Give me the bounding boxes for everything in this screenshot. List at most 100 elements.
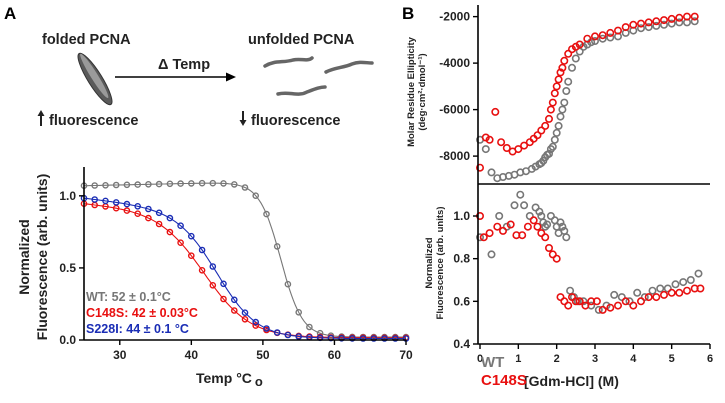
cartoon: folded PCNA unfolded PCNA Δ Temp fluores… bbox=[37, 32, 374, 129]
thermal-ytick-label: 0.0 bbox=[59, 333, 76, 347]
fluor-point-c148s bbox=[629, 301, 638, 310]
cd-point-wt bbox=[659, 20, 668, 29]
fluor-point-wt bbox=[475, 233, 484, 242]
cd-point-c148s bbox=[554, 75, 563, 84]
cd-point-c148s bbox=[571, 42, 580, 51]
thermal-xtick-label: 60 bbox=[328, 348, 342, 362]
fluor-point-wt bbox=[648, 286, 657, 295]
thermal-point-s228i bbox=[187, 232, 195, 240]
thermal-point-wt bbox=[230, 181, 238, 188]
cd-point-c148s bbox=[550, 89, 559, 98]
fluor-ytick-label: 0.4 bbox=[453, 337, 470, 351]
fluor-point-wt bbox=[516, 190, 525, 199]
fluor-point-wt bbox=[686, 275, 695, 284]
fluor-ytick-label: 0.8 bbox=[453, 252, 470, 266]
cd-point-c148s bbox=[636, 19, 645, 28]
fluor-point-c148s bbox=[581, 301, 590, 310]
thermal-ytick-label: 0.5 bbox=[59, 261, 76, 275]
fluor-ytick-label: 1.0 bbox=[453, 209, 470, 223]
thermal-point-wt bbox=[187, 180, 195, 187]
fluor-point-c148s bbox=[485, 229, 494, 238]
fluor-point-wt bbox=[610, 290, 619, 299]
cd-point-wt bbox=[567, 63, 576, 72]
fluor-point-c148s bbox=[675, 288, 684, 297]
fluor-point-wt bbox=[663, 284, 672, 293]
arrow-label: Δ Temp bbox=[158, 57, 210, 73]
fluor-point-wt bbox=[546, 212, 555, 221]
cd-point-c148s bbox=[533, 131, 542, 140]
thermal-point-c148s bbox=[134, 210, 141, 217]
cd-point-c148s bbox=[548, 98, 557, 107]
legend-s228i: S228I: 44 ± 0.1 °C bbox=[86, 322, 189, 336]
legend-c148s: C148S: 42 ± 0.03°C bbox=[86, 306, 198, 320]
thermal-xtick-label: 70 bbox=[399, 348, 413, 362]
thermal-point-s228i bbox=[177, 222, 184, 229]
unfolded-label: unfolded PCNA bbox=[248, 32, 355, 48]
fluor-point-wt bbox=[558, 222, 567, 231]
cd-point-c148s bbox=[659, 16, 668, 25]
thermal-point-c148s bbox=[166, 228, 174, 236]
cd-point-c148s bbox=[629, 20, 638, 29]
cd-point-c148s bbox=[491, 107, 500, 116]
thermal-xtick-label: 40 bbox=[185, 348, 199, 362]
thermal-point-s228i bbox=[102, 197, 109, 205]
cd-point-c148s bbox=[590, 32, 599, 41]
cd-denaturation-chart: -8000 -6000 -4000 -2000 Molar Residue Ellip… bbox=[406, 5, 710, 185]
fluor-point-wt bbox=[694, 269, 703, 278]
thermal-point-wt bbox=[134, 181, 141, 188]
fluor-point-c148s bbox=[552, 254, 561, 263]
fluor-point-c148s bbox=[636, 297, 645, 306]
cd-point-c148s bbox=[497, 138, 506, 147]
thermal-point-wt bbox=[295, 308, 303, 316]
thermal-point-s228i bbox=[166, 214, 174, 222]
thermal-point-s228i bbox=[370, 335, 378, 342]
fluor-xtick-label: 0 bbox=[477, 353, 483, 365]
thermal-point-s228i bbox=[263, 325, 270, 332]
fluor-point-wt bbox=[543, 220, 552, 229]
fluor-point-wt bbox=[556, 218, 565, 227]
cd-point-wt bbox=[571, 54, 580, 63]
cd-point-wt bbox=[544, 149, 553, 158]
fluor-point-c148s bbox=[644, 293, 653, 302]
folded-label: folded PCNA bbox=[42, 32, 131, 48]
thermal-point-s228i bbox=[230, 296, 238, 304]
down-arrow-icon bbox=[239, 111, 247, 126]
thermal-curve-s228i bbox=[83, 197, 406, 340]
thermal-point-s228i bbox=[112, 199, 120, 206]
cd-point-c148s bbox=[514, 145, 523, 154]
cd-point-wt bbox=[550, 135, 559, 144]
fluor-point-wt bbox=[562, 233, 571, 242]
fluor-xtick-label: 1 bbox=[515, 353, 521, 365]
thermal-point-wt bbox=[273, 243, 281, 250]
cd-point-c148s bbox=[598, 31, 607, 40]
fluor-point-c148s bbox=[523, 222, 532, 231]
fluor-point-wt bbox=[495, 212, 504, 221]
cd-point-c148s bbox=[541, 121, 550, 130]
thermal-point-c148s bbox=[187, 252, 195, 259]
legend-b-wt: WT bbox=[481, 354, 504, 371]
thermal-point-s228i bbox=[155, 209, 163, 217]
thermal-xtick-label: 50 bbox=[256, 348, 270, 362]
cd-point-wt bbox=[590, 36, 599, 45]
cd-ytick-label: -8000 bbox=[439, 149, 470, 163]
fluor-point-wt bbox=[671, 280, 680, 289]
cd-point-c148s bbox=[552, 82, 561, 91]
thermal-point-c148s bbox=[230, 307, 238, 314]
thermal-point-c148s bbox=[209, 281, 217, 289]
fluor-point-c148s bbox=[682, 286, 691, 295]
fluor-point-c148s bbox=[560, 297, 569, 306]
cd-point-c148s bbox=[682, 12, 691, 21]
fluor-point-c148s bbox=[541, 233, 550, 242]
fluor-point-wt bbox=[520, 201, 529, 210]
cd-point-wt bbox=[606, 33, 615, 42]
fluor-ytick-label: 0.6 bbox=[453, 294, 470, 308]
thermal-point-wt bbox=[241, 184, 249, 191]
fluor-point-c148s bbox=[506, 220, 515, 229]
cd-point-wt bbox=[667, 19, 676, 28]
cd-point-c148s bbox=[546, 105, 555, 114]
fluor-xtick-label: 3 bbox=[592, 353, 598, 365]
thermal-point-c148s bbox=[220, 295, 227, 303]
thermal-point-wt bbox=[166, 180, 174, 188]
fluor-ylabel-line2: Fluorescence (arb. units) bbox=[435, 207, 446, 320]
